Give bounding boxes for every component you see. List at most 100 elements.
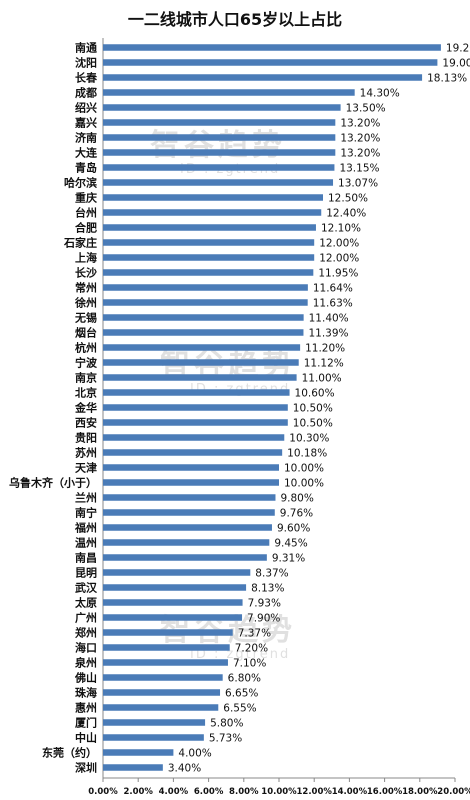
value-label: 7.37%: [238, 628, 271, 640]
bar: [103, 209, 322, 216]
bar: [103, 764, 163, 771]
category-label: 温州: [75, 536, 97, 550]
value-label: 11.63%: [313, 298, 353, 310]
bar: [103, 434, 285, 441]
bar: [103, 179, 334, 186]
value-label: 5.80%: [210, 718, 243, 730]
category-label: 石家庄: [63, 236, 97, 250]
bar: [103, 479, 279, 486]
category-label: 济南: [75, 131, 97, 145]
x-tick-label: 18.00%: [402, 787, 438, 797]
category-label: 武汉: [75, 581, 98, 595]
value-label: 9.31%: [272, 553, 305, 565]
bar: [103, 104, 341, 111]
category-label: 佛山: [74, 671, 97, 685]
category-label: 绍兴: [75, 101, 97, 115]
bar: [103, 494, 276, 501]
bar: [103, 164, 335, 171]
value-label: 11.39%: [308, 328, 348, 340]
category-label: 合肥: [75, 221, 97, 235]
category-label: 成都: [75, 86, 97, 100]
bar: [103, 539, 270, 546]
bar: [103, 59, 438, 66]
category-label: 海口: [75, 641, 97, 655]
value-label: 11.12%: [304, 358, 344, 370]
value-label: 19.20%: [446, 43, 470, 55]
bar: [103, 704, 219, 711]
bar: [103, 659, 228, 666]
value-label: 12.10%: [321, 223, 361, 235]
bar: [103, 284, 308, 291]
category-label: 厦门: [75, 716, 97, 730]
category-label: 上海: [75, 251, 97, 265]
category-label: 青岛: [75, 161, 97, 175]
bar: [103, 509, 275, 516]
value-label: 13.07%: [338, 178, 378, 190]
x-tick-label: 6.00%: [194, 787, 224, 797]
bar: [103, 524, 272, 531]
bar: [103, 239, 315, 246]
category-label: 东莞（约）: [42, 746, 97, 760]
category-label: 大连: [75, 146, 98, 160]
bar: [103, 464, 279, 471]
category-label: 乌鲁木齐（小于）: [9, 476, 97, 490]
category-label: 南宁: [75, 506, 97, 520]
category-label: 南京: [75, 371, 97, 385]
x-tick-label: 4.00%: [159, 787, 189, 797]
value-label: 10.00%: [284, 478, 324, 490]
category-label: 太原: [74, 596, 97, 610]
category-label: 福州: [74, 521, 97, 535]
bar: [103, 329, 304, 336]
bar: [103, 614, 243, 621]
bar: [103, 344, 301, 351]
bar: [103, 89, 355, 96]
bar: [103, 269, 314, 276]
category-label: 郑州: [75, 626, 97, 640]
bar: [103, 119, 336, 126]
x-tick-label: 16.00%: [367, 787, 403, 797]
value-label: 10.60%: [295, 388, 335, 400]
value-label: 11.00%: [302, 373, 342, 385]
value-label: 7.10%: [233, 658, 266, 670]
value-label: 19.00%: [442, 58, 470, 70]
value-label: 12.40%: [326, 208, 366, 220]
value-label: 6.55%: [223, 703, 256, 715]
category-label: 徐州: [74, 296, 97, 310]
value-label: 4.00%: [178, 748, 211, 760]
value-label: 11.64%: [313, 283, 353, 295]
category-label: 惠州: [75, 701, 97, 715]
value-label: 10.18%: [287, 448, 327, 460]
bar: [103, 254, 315, 261]
category-label: 长春: [75, 71, 98, 85]
category-label: 烟台: [75, 326, 97, 340]
value-label: 6.65%: [225, 688, 258, 700]
x-tick-label: 20.00%: [437, 787, 470, 797]
value-label: 9.80%: [280, 493, 313, 505]
value-label: 12.00%: [319, 238, 359, 250]
category-label: 广州: [75, 611, 97, 625]
bar: [103, 749, 174, 756]
bar: [103, 734, 204, 741]
bar: [103, 584, 247, 591]
value-label: 3.40%: [168, 763, 201, 775]
value-label: 7.90%: [247, 613, 280, 625]
value-label: 13.20%: [340, 148, 380, 160]
x-tick-label: 2.00%: [123, 787, 153, 797]
category-label: 台州: [75, 206, 97, 220]
value-label: 8.13%: [251, 583, 284, 595]
value-label: 12.50%: [328, 193, 368, 205]
bar: [103, 359, 299, 366]
bar: [103, 74, 423, 81]
bar: [103, 404, 288, 411]
x-tick-label: 0.00%: [88, 787, 118, 797]
bar: [103, 689, 221, 696]
value-label: 14.30%: [360, 88, 400, 100]
category-label: 沈阳: [75, 56, 97, 70]
category-label: 昆明: [75, 567, 97, 580]
category-label: 天津: [75, 461, 97, 475]
x-tick-label: 10.00%: [261, 787, 297, 797]
bar: [103, 644, 230, 651]
bar: [103, 314, 304, 321]
bar: [103, 419, 288, 426]
